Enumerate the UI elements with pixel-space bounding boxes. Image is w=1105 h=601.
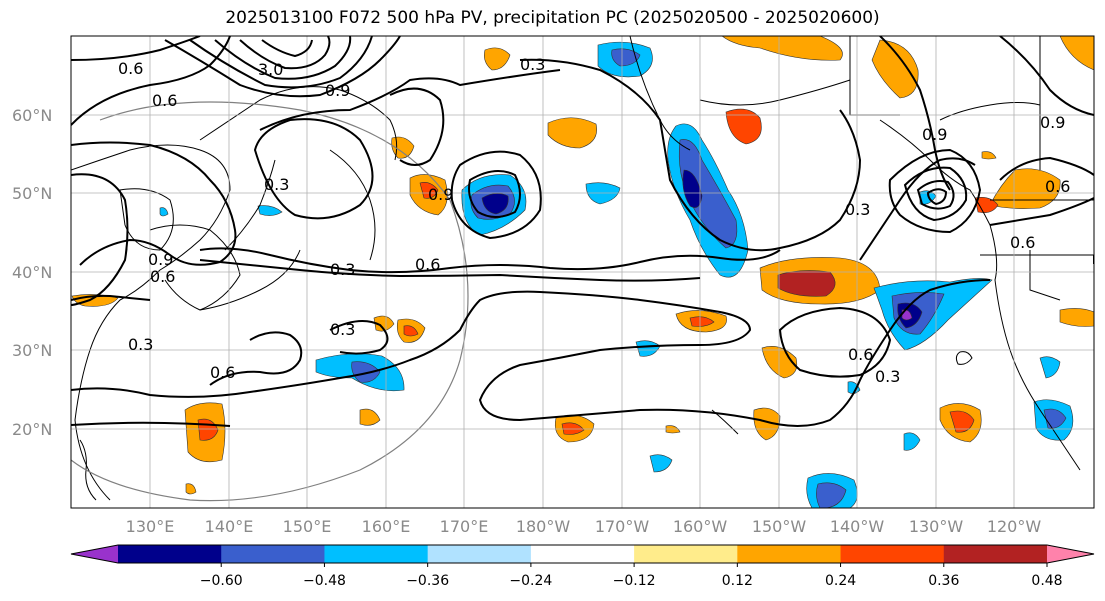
contour-label: 0.9 [1040,113,1065,132]
contour-label: 0.3 [128,335,153,354]
pv-contours [71,36,1094,427]
contour-label: 0.6 [152,91,177,110]
latitude-labels: 60°N 50°N 40°N 30°N 20°N [12,106,52,439]
contour-label: 0.3 [845,200,870,219]
contour-label: 0.9 [922,125,947,144]
contour-label: 0.6 [1010,233,1035,252]
lon-label: 140°W [830,517,885,536]
lon-label: 130°W [909,517,964,536]
lon-label: 170°E [440,517,489,536]
colorbar: −0.60 −0.48 −0.36 −0.24 −0.12 0.12 0.24 0.36 0.4… [70,544,1095,589]
colorbar-tick-label: 0.24 [825,573,856,589]
contour-label: 0.6 [118,59,143,78]
lon-label: 160°E [362,517,411,536]
contour-label-group: 0.6 0.6 3.0 0.9 0.3 0.3 0.3 0.6 0.3 0.6 … [118,55,1070,386]
colorbar-outline [70,544,1095,564]
lon-label: 180°W [516,517,571,536]
map-frame [70,35,1095,509]
colorbar-tick-label: −0.60 [200,573,243,589]
lon-label: 140°E [205,517,254,536]
lat-label: 60°N [12,106,52,125]
colorbar-segment [943,545,1048,563]
contour-label: 0.6 [150,267,175,286]
contour-label: 0.3 [264,175,289,194]
colorbar-segment [324,545,429,563]
colorbar-segment [737,545,842,563]
lon-label: 150°W [752,517,807,536]
lat-label: 40°N [12,263,52,282]
lon-label: 120°W [987,517,1042,536]
colorbar-segment [221,545,325,563]
colorbar-tick-label: −0.12 [613,573,656,589]
contour-label: 0.3 [330,260,355,279]
colorbar-tick-label: −0.24 [509,573,552,589]
colorbar-tick-label: 0.12 [722,573,753,589]
contour-label: 0.3 [520,55,545,74]
lon-label: 160°W [673,517,728,536]
contour-label: 0.9 [148,250,173,269]
precip-negative-areas [159,41,1074,508]
contour-label: 0.6 [415,255,440,274]
colorbar-segment [840,545,945,563]
range-ring [71,101,469,502]
contour-label: 0.3 [330,320,355,339]
colorbar-tick-label: −0.48 [303,573,346,589]
contour-label: 0.6 [848,345,873,364]
contour-label: 0.9 [325,81,350,100]
colorbar-segment [634,545,738,563]
contour-label: 0.9 [428,185,453,204]
contour-label: 3.0 [258,60,283,79]
lat-label: 30°N [12,341,52,360]
colorbar-tick-label: 0.48 [1031,573,1062,589]
lat-label: 50°N [12,184,52,203]
contour-label: 0.6 [1045,177,1070,196]
colorbar-segment [530,545,635,563]
contour-label: 0.3 [875,367,900,386]
map-title: 2025013100 F072 500 hPa PV, precipitatio… [225,8,880,28]
colorbar-segment [118,545,222,563]
lon-label: 150°E [283,517,332,536]
lat-label: 20°N [12,420,52,439]
colorbar-extend-min [71,545,118,563]
colorbar-segment [427,545,532,563]
colorbar-tick-label: −0.36 [406,573,449,589]
longitude-labels: 130°E 140°E 150°E 160°E 170°E 180°W 170°… [126,517,1042,536]
colorbar-extend-max [1047,545,1094,563]
lon-label: 130°E [126,517,175,536]
lon-label: 170°W [595,517,650,536]
contour-label: 0.6 [210,363,235,382]
colorbar-tick-label: 0.36 [928,573,959,589]
